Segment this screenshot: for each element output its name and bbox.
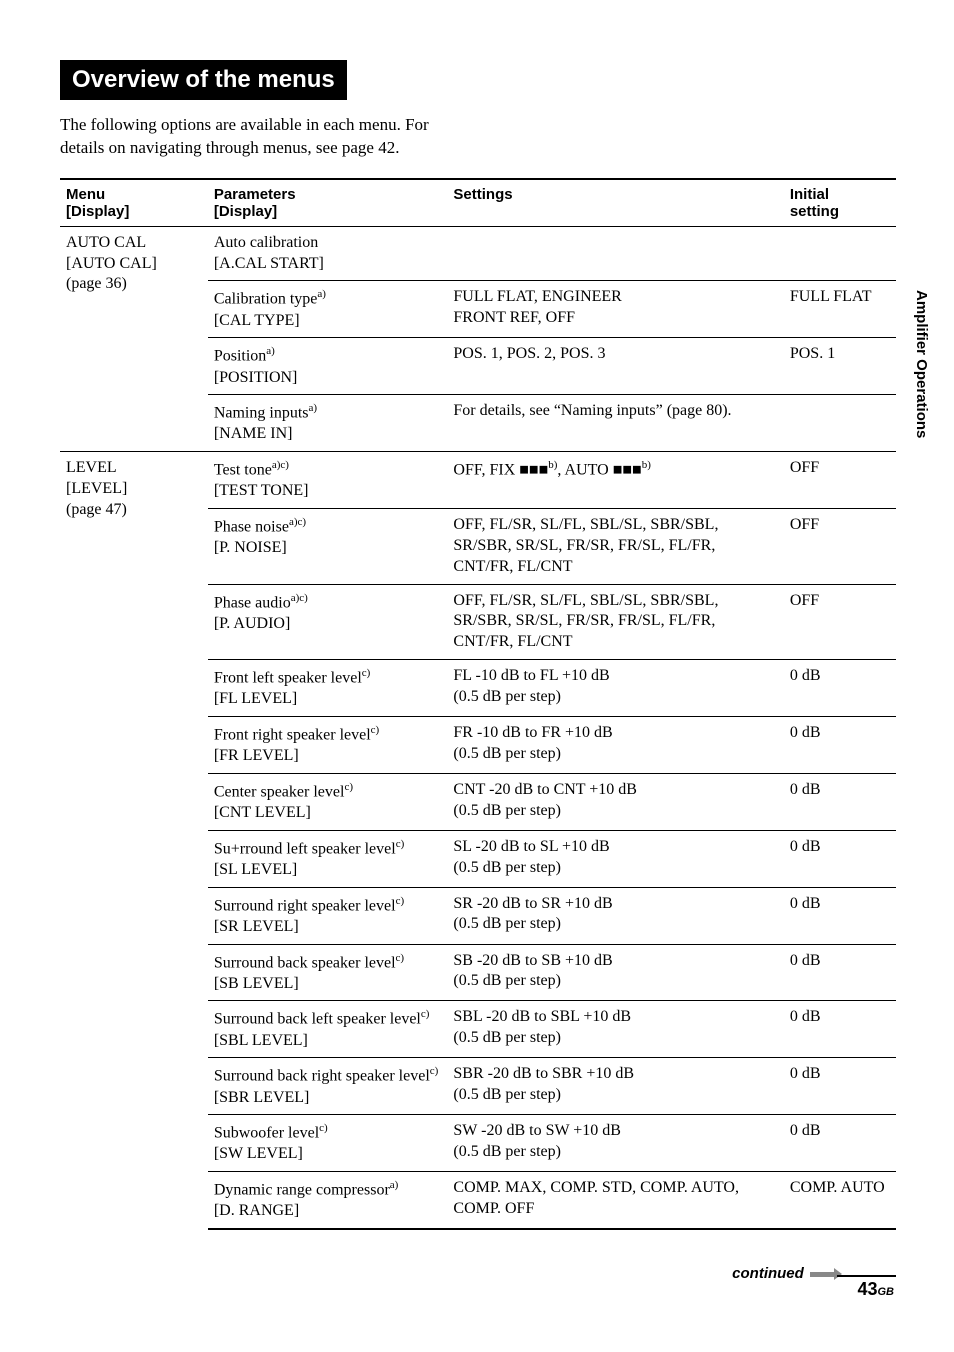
menu-table: Menu[Display] Parameters[Display] Settin… [60,178,896,1230]
section-title: Overview of the menus [60,60,347,100]
initial-cell: OFF [784,584,896,659]
param-cell: Surround back right speaker levelc)[SBR … [208,1058,448,1115]
page-number: 43GB [837,1275,896,1300]
initial-cell: 0 dB [784,887,896,944]
settings-cell: CNT -20 dB to CNT +10 dB(0.5 dB per step… [447,773,783,830]
initial-cell: 0 dB [784,716,896,773]
initial-cell: OFF [784,509,896,584]
settings-cell: OFF, FIX ■■■b), AUTO ■■■b) [447,452,783,509]
menu-cell: LEVEL[LEVEL](page 47) [60,452,208,1229]
settings-cell: SB -20 dB to SB +10 dB(0.5 dB per step) [447,944,783,1001]
settings-cell: FL -10 dB to FL +10 dB(0.5 dB per step) [447,659,783,716]
param-cell: Calibration typea)[CAL TYPE] [208,281,448,338]
settings-cell: POS. 1, POS. 2, POS. 3 [447,338,783,395]
initial-cell: COMP. AUTO [784,1172,896,1229]
initial-cell: 0 dB [784,944,896,1001]
initial-cell: 0 dB [784,830,896,887]
table-row: AUTO CAL[AUTO CAL](page 36)Auto calibrat… [60,226,896,281]
param-cell: Front left speaker levelc)[FL LEVEL] [208,659,448,716]
param-cell: Dynamic range compressora)[D. RANGE] [208,1172,448,1229]
header-menu: Menu[Display] [60,179,208,227]
settings-cell: For details, see “Naming inputs” (page 8… [447,395,783,452]
settings-cell [447,226,783,281]
settings-cell: SW -20 dB to SW +10 dB(0.5 dB per step) [447,1115,783,1172]
continued-text: continued [732,1265,804,1282]
settings-cell: FULL FLAT, ENGINEERFRONT REF, OFF [447,281,783,338]
intro-text: The following options are available in e… [60,114,460,160]
settings-cell: OFF, FL/SR, SL/FL, SBL/SL, SBR/SBL, SR/S… [447,509,783,584]
param-cell: Test tonea)c)[TEST TONE] [208,452,448,509]
initial-cell: FULL FLAT [784,281,896,338]
param-cell: Center speaker levelc)[CNT LEVEL] [208,773,448,830]
menu-cell: AUTO CAL[AUTO CAL](page 36) [60,226,208,451]
page-suffix: GB [878,1286,895,1298]
initial-cell: 0 dB [784,1115,896,1172]
initial-cell [784,226,896,281]
table-row: LEVEL[LEVEL](page 47)Test tonea)c)[TEST … [60,452,896,509]
param-cell: Phase noisea)c)[P. NOISE] [208,509,448,584]
param-cell: Surround back left speaker levelc)[SBL L… [208,1001,448,1058]
settings-cell: SR -20 dB to SR +10 dB(0.5 dB per step) [447,887,783,944]
settings-cell: SBR -20 dB to SBR +10 dB(0.5 dB per step… [447,1058,783,1115]
header-param: Parameters[Display] [208,179,448,227]
settings-cell: COMP. MAX, COMP. STD, COMP. AUTO, COMP. … [447,1172,783,1229]
param-cell: Positiona)[POSITION] [208,338,448,395]
param-cell: Subwoofer levelc)[SW LEVEL] [208,1115,448,1172]
param-cell: Surround right speaker levelc)[SR LEVEL] [208,887,448,944]
param-cell: Auto calibration[A.CAL START] [208,226,448,281]
param-cell: Phase audioa)c)[P. AUDIO] [208,584,448,659]
param-cell: Front right speaker levelc)[FR LEVEL] [208,716,448,773]
settings-cell: FR -10 dB to FR +10 dB(0.5 dB per step) [447,716,783,773]
initial-cell: 0 dB [784,1001,896,1058]
initial-cell: 0 dB [784,773,896,830]
param-cell: Su+rround left speaker levelc)[SL LEVEL] [208,830,448,887]
page-number-value: 43 [857,1279,877,1299]
header-initial: Initialsetting [784,179,896,227]
initial-cell: 0 dB [784,659,896,716]
settings-cell: SBL -20 dB to SBL +10 dB(0.5 dB per step… [447,1001,783,1058]
param-cell: Surround back speaker levelc)[SB LEVEL] [208,944,448,1001]
settings-cell: OFF, FL/SR, SL/FL, SBL/SL, SBR/SBL, SR/S… [447,584,783,659]
arrow-icon [810,1272,836,1277]
param-cell: Naming inputsa)[NAME IN] [208,395,448,452]
continued-label: continued [732,1265,836,1282]
footer: continued 43GB [60,1260,896,1300]
initial-cell [784,395,896,452]
initial-cell: POS. 1 [784,338,896,395]
header-settings: Settings [447,179,783,227]
settings-cell: SL -20 dB to SL +10 dB(0.5 dB per step) [447,830,783,887]
initial-cell: 0 dB [784,1058,896,1115]
side-label: Amplifier Operations [913,290,930,438]
initial-cell: OFF [784,452,896,509]
